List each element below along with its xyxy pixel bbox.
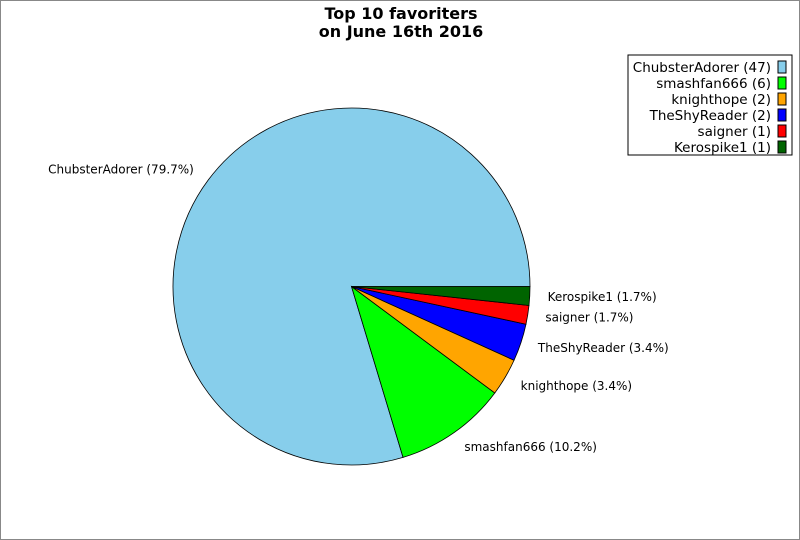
pie-slice-smashfan666 [350, 285, 496, 458]
slice-label: smashfan666 (10.2%) [464, 440, 597, 454]
slice-label: saigner (1.7%) [545, 311, 633, 325]
chart-title-line-1: Top 10 favoriters [324, 4, 477, 23]
pie-slice-kerospike1 [351, 286, 531, 306]
legend-swatch [777, 124, 787, 138]
legend-swatch [777, 108, 787, 122]
chart-title-line-2: on June 16th 2016 [319, 22, 484, 41]
slice-label: Kerospike1 (1.7%) [548, 290, 657, 304]
legend-entry: knighthope (2) [671, 92, 771, 108]
legend-entry: Kerospike1 (1) [674, 140, 771, 156]
legend-entry: ChubsterAdorer (47) [633, 60, 771, 76]
slice-label: knighthope (3.4%) [521, 379, 632, 393]
legend-swatch [777, 140, 787, 154]
legend-entry: saigner (1) [698, 124, 771, 140]
legend-swatch [777, 76, 787, 90]
slice-label: TheShyReader (3.4%) [537, 341, 669, 355]
legend-swatch [777, 60, 787, 74]
legend-box [627, 54, 793, 156]
legend-swatch [777, 92, 787, 106]
slice-label: ChubsterAdorer (79.7%) [48, 162, 194, 176]
legend-entry: smashfan666 (6) [656, 76, 771, 92]
legend: ChubsterAdorer (47)smashfan666 (6)knight… [627, 54, 793, 156]
legend-entry: TheShyReader (2) [649, 108, 771, 124]
